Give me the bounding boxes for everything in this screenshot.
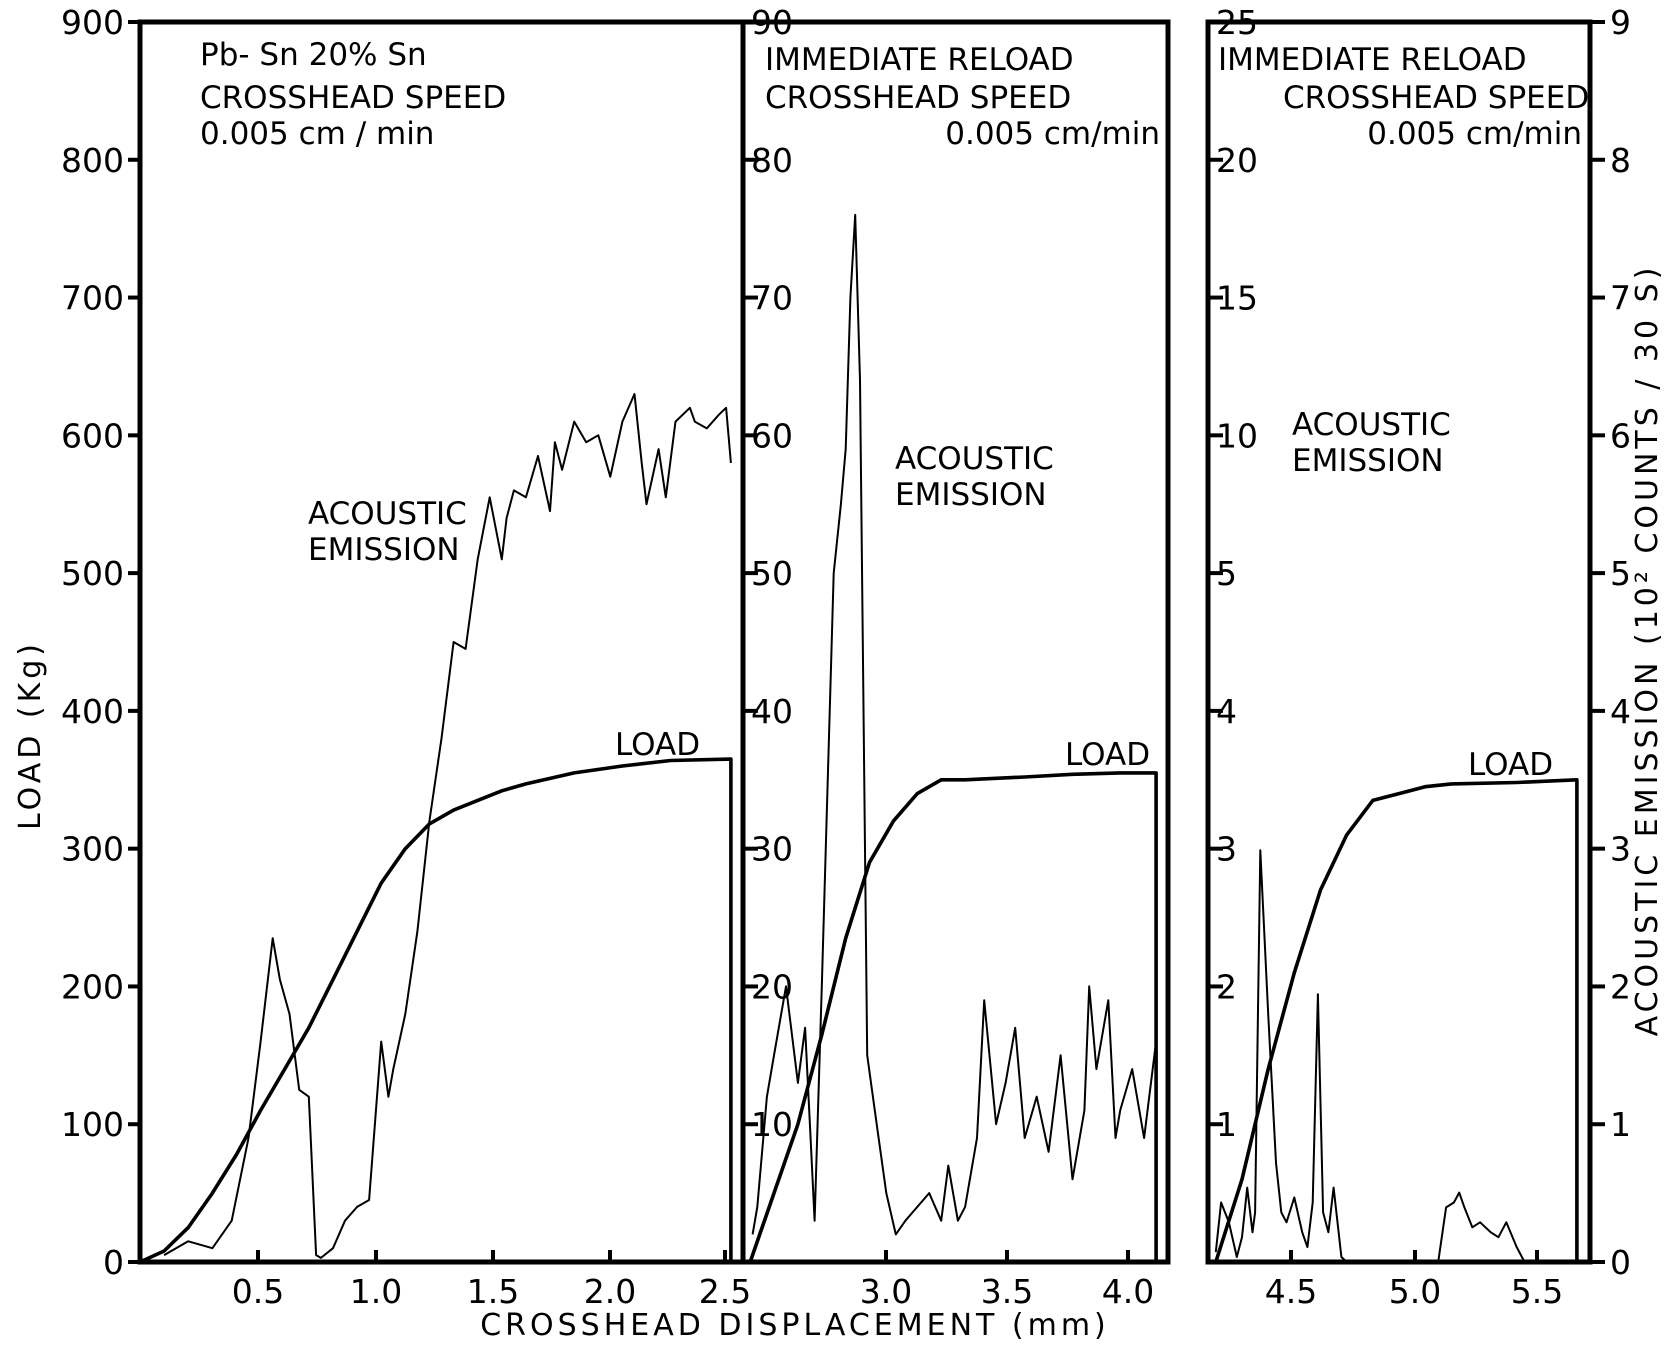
panel-scale-label: 20 bbox=[1216, 141, 1258, 180]
load-label: LOAD bbox=[1065, 737, 1150, 773]
emission-tick-label: 3 bbox=[1610, 830, 1631, 869]
panel-title-line3: 0.005 cm/min bbox=[945, 116, 1160, 152]
emission-label: ACOUSTIC bbox=[1292, 407, 1451, 443]
x-tick-label: 4.0 bbox=[1102, 1272, 1154, 1311]
x-tick-label: 2.0 bbox=[584, 1272, 636, 1311]
y-axis-title-right: ACOUSTIC EMISSION (10² COUNTS / 30 S) bbox=[1630, 264, 1665, 1037]
x-tick-label: 2.5 bbox=[699, 1272, 751, 1311]
load-tick-label: 900 bbox=[61, 3, 124, 42]
emission-tick-label: 1 bbox=[1610, 1105, 1631, 1144]
emission-axis: 0 1 2 3 4 5 6 7 8 9 bbox=[1590, 3, 1631, 1282]
load-tick-label: 800 bbox=[61, 141, 124, 180]
emission-tick-label: 5 bbox=[1610, 554, 1631, 593]
x-axis-title: CROSSHEAD DISPLACEMENT (mm) bbox=[480, 1308, 1110, 1343]
panel-scale-label: 15 bbox=[1216, 279, 1258, 318]
emission-tick-label: 4 bbox=[1610, 692, 1631, 731]
x-tick-label: 3.0 bbox=[860, 1272, 912, 1311]
panel-title-line2: CROSSHEAD SPEED bbox=[1283, 80, 1589, 116]
panel-scale-label: 80 bbox=[751, 141, 793, 180]
panel-scale-label: 25 bbox=[1216, 3, 1258, 42]
chart-panels: 0.5 1.0 1.5 2.0 2.5 Pb- Sn 20% Sn CROSSHEAD SP… bbox=[137, 3, 1593, 1311]
panel-scale-label: 90 bbox=[751, 3, 793, 42]
panel-1: 0.5 1.0 1.5 2.0 2.5 Pb- Sn 20% Sn CROSSHEAD SP… bbox=[137, 19, 751, 1311]
emission-tick-label: 0 bbox=[1610, 1243, 1631, 1282]
load-series-line bbox=[748, 771, 1158, 1263]
panel-title-line1: IMMEDIATE RELOAD bbox=[765, 42, 1074, 78]
panel-title-line1: IMMEDIATE RELOAD bbox=[1218, 42, 1527, 78]
load-tick-label: 600 bbox=[61, 416, 124, 455]
x-tick-label: 4.5 bbox=[1265, 1272, 1317, 1311]
emission-tick-label: 7 bbox=[1610, 279, 1631, 318]
panel-scale-label: 3 bbox=[1216, 830, 1237, 869]
load-tick-label: 500 bbox=[61, 554, 124, 593]
emission-label: EMISSION bbox=[308, 532, 460, 568]
panel-title-line2: CROSSHEAD SPEED bbox=[765, 80, 1071, 116]
panel-scale-label: 60 bbox=[751, 416, 793, 455]
emission-tick-label: 8 bbox=[1610, 141, 1631, 180]
x-tick-label: 5.5 bbox=[1511, 1272, 1563, 1311]
load-series-line bbox=[1214, 777, 1579, 1263]
x-tick-label: 0.5 bbox=[232, 1272, 284, 1311]
emission-label: ACOUSTIC bbox=[895, 441, 1054, 477]
acoustic-emission-series-line bbox=[163, 393, 732, 1259]
panel-scale-label: 10 bbox=[1216, 416, 1258, 455]
panel-scale-label: 2 bbox=[1216, 967, 1237, 1006]
panel-scale-label: 5 bbox=[1216, 554, 1237, 593]
x-tick-label: 3.5 bbox=[981, 1272, 1033, 1311]
panel-scale-label: 70 bbox=[751, 279, 793, 318]
load-tick-label: 100 bbox=[61, 1105, 124, 1144]
panel-title-line1: Pb- Sn 20% Sn bbox=[200, 37, 427, 73]
emission-label: ACOUSTIC bbox=[308, 496, 467, 532]
panel-frame bbox=[137, 19, 746, 1265]
emission-tick-label: 6 bbox=[1610, 416, 1631, 455]
panel-title-line2: CROSSHEAD SPEED bbox=[200, 80, 506, 116]
load-tick-label: 700 bbox=[61, 279, 124, 318]
panel-scale-label: 50 bbox=[751, 554, 793, 593]
load-series-line bbox=[139, 757, 733, 1264]
x-tick-label: 1.5 bbox=[467, 1272, 519, 1311]
x-tick-label: 1.0 bbox=[350, 1272, 402, 1311]
load-label: LOAD bbox=[615, 727, 700, 763]
acoustic-emission-series-line bbox=[1214, 849, 1526, 1263]
panel-title-line3: 0.005 cm / min bbox=[200, 116, 434, 152]
load-label: LOAD bbox=[1468, 747, 1553, 783]
load-tick-label: 0 bbox=[103, 1243, 124, 1282]
load-axis: 0 100 200 300 400 500 600 700 800 900 bbox=[61, 3, 140, 1282]
load-tick-label: 300 bbox=[61, 830, 124, 869]
panel-scale-label: 10 bbox=[751, 1105, 793, 1144]
acoustic-emission-series-line bbox=[751, 213, 1158, 1236]
panel-scale-label: 30 bbox=[751, 830, 793, 869]
x-tick-label: 5.0 bbox=[1389, 1272, 1441, 1311]
panel-scale-label: 40 bbox=[751, 692, 793, 731]
emission-tick-label: 9 bbox=[1610, 3, 1631, 42]
panel-title-line3: 0.005 cm/min bbox=[1367, 116, 1582, 152]
load-tick-label: 200 bbox=[61, 967, 124, 1006]
panel-scale-label: 4 bbox=[1216, 692, 1237, 731]
panel-scale-label: 1 bbox=[1216, 1105, 1237, 1144]
emission-tick-label: 2 bbox=[1610, 967, 1631, 1006]
y-axis-title-left: LOAD (Kg) bbox=[13, 640, 48, 830]
load-tick-label: 400 bbox=[61, 692, 124, 731]
emission-label: EMISSION bbox=[1292, 443, 1444, 479]
emission-label: EMISSION bbox=[895, 477, 1047, 513]
